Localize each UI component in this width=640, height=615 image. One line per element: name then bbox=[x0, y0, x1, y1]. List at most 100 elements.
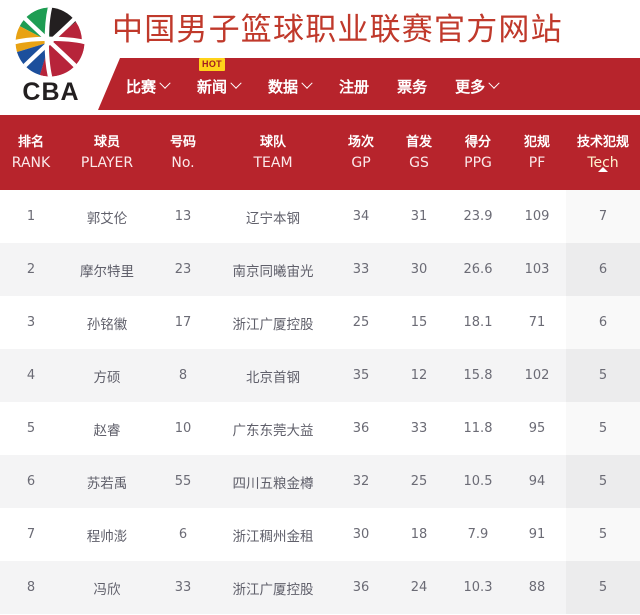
column-header-label-cn: 排名 bbox=[17, 134, 44, 150]
cell-team: 辽宁本钢 bbox=[246, 210, 300, 227]
cell-gp: 30 bbox=[352, 527, 370, 542]
column-header-number[interactable]: 号码 No. bbox=[152, 133, 214, 173]
column-header-team[interactable]: 球队 TEAM bbox=[214, 133, 332, 173]
cell-team: 浙江广厦控股 bbox=[232, 581, 314, 598]
table-row[interactable]: 4 方硕 8 北京首钢 35 12 15.8 102 5 bbox=[0, 349, 640, 402]
cell-rank: 4 bbox=[26, 368, 36, 383]
cell-gs: 33 bbox=[410, 421, 428, 436]
cell-tech: 6 bbox=[566, 243, 640, 296]
table-row[interactable]: 6 苏若禹 55 四川五粮金樽 32 25 10.5 94 5 bbox=[0, 455, 640, 508]
column-header-label-cn: 技术犯规 bbox=[576, 134, 629, 150]
cell-number: 17 bbox=[174, 315, 192, 330]
cell-rank: 8 bbox=[26, 580, 36, 595]
cell-pf: 95 bbox=[528, 421, 546, 436]
cell-gp: 34 bbox=[352, 209, 370, 224]
nav-item-matches[interactable]: 比赛 bbox=[126, 72, 171, 97]
column-header-label-cn: 得分 bbox=[464, 134, 491, 150]
cell-number: 10 bbox=[174, 421, 192, 436]
cell-player: 苏若禹 bbox=[86, 475, 128, 492]
nav-item-register[interactable]: 注册 bbox=[339, 72, 369, 97]
cell-gs: 25 bbox=[410, 474, 428, 489]
cell-team: 浙江广厦控股 bbox=[232, 316, 314, 333]
cell-gp: 36 bbox=[352, 580, 370, 595]
cell-tech: 5 bbox=[566, 561, 640, 614]
column-header-label-en: GS bbox=[409, 154, 429, 171]
main-navigation: 比赛 HOT 新闻 数据 注册 票务 更多 bbox=[98, 58, 640, 110]
nav-item-more[interactable]: 更多 bbox=[455, 72, 500, 97]
cell-gp: 36 bbox=[352, 421, 370, 436]
column-header-player[interactable]: 球员 PLAYER bbox=[62, 133, 152, 173]
column-header-label-en: PPG bbox=[464, 154, 492, 171]
column-header-label-en: Tech bbox=[587, 154, 619, 171]
nav-item-label: 更多 bbox=[455, 77, 486, 96]
nav-item-label: 票务 bbox=[397, 77, 428, 96]
cell-ppg: 7.9 bbox=[467, 527, 489, 542]
cell-ppg: 23.9 bbox=[463, 209, 493, 224]
cell-team: 北京首钢 bbox=[246, 369, 300, 386]
table-body: 1 郭艾伦 13 辽宁本钢 34 31 23.9 109 7 2 摩尔特里 23… bbox=[0, 190, 640, 614]
cell-number: 8 bbox=[178, 368, 188, 383]
column-header-label-en: PLAYER bbox=[80, 154, 134, 171]
column-header-gp[interactable]: 场次 GP bbox=[332, 133, 390, 173]
hot-badge: HOT bbox=[199, 58, 225, 71]
cell-pf: 88 bbox=[528, 580, 546, 595]
column-header-ppg[interactable]: 得分 PPG bbox=[448, 133, 508, 173]
cba-basketball-logo-icon bbox=[15, 7, 85, 77]
column-header-label-en: GP bbox=[351, 154, 371, 171]
column-header-label-cn: 首发 bbox=[405, 134, 432, 150]
cell-gs: 18 bbox=[410, 527, 428, 542]
column-header-label-en: TEAM bbox=[253, 154, 293, 171]
cell-tech: 5 bbox=[566, 402, 640, 455]
chevron-down-icon bbox=[230, 77, 242, 89]
cell-gs: 15 bbox=[410, 315, 428, 330]
cell-ppg: 26.6 bbox=[463, 262, 493, 277]
cell-number: 6 bbox=[178, 527, 188, 542]
column-header-tech[interactable]: 技术犯规 Tech bbox=[566, 133, 640, 173]
cba-logo[interactable]: CBA bbox=[6, 4, 92, 110]
nav-item-stats[interactable]: 数据 bbox=[268, 72, 313, 97]
chevron-down-icon bbox=[301, 77, 313, 89]
cell-tech: 5 bbox=[566, 508, 640, 561]
cell-tech: 5 bbox=[566, 455, 640, 508]
cell-rank: 2 bbox=[26, 262, 36, 277]
table-row[interactable]: 7 程帅澎 6 浙江稠州金租 30 18 7.9 91 5 bbox=[0, 508, 640, 561]
cell-number: 55 bbox=[174, 474, 192, 489]
table-row[interactable]: 3 孙铭徽 17 浙江广厦控股 25 15 18.1 71 6 bbox=[0, 296, 640, 349]
cell-tech: 5 bbox=[566, 349, 640, 402]
cell-pf: 71 bbox=[528, 315, 546, 330]
cell-ppg: 10.3 bbox=[463, 580, 493, 595]
column-header-label-cn: 犯规 bbox=[523, 134, 550, 150]
cell-gs: 30 bbox=[410, 262, 428, 277]
cell-tech: 7 bbox=[566, 190, 640, 243]
cell-rank: 3 bbox=[26, 315, 36, 330]
nav-item-news[interactable]: HOT 新闻 bbox=[197, 58, 242, 97]
cell-team: 浙江稠州金租 bbox=[232, 528, 314, 545]
column-header-gs[interactable]: 首发 GS bbox=[390, 133, 448, 173]
cell-gp: 32 bbox=[352, 474, 370, 489]
nav-item-label: 注册 bbox=[339, 77, 370, 96]
table-row[interactable]: 8 冯欣 33 浙江广厦控股 36 24 10.3 88 5 bbox=[0, 561, 640, 614]
cell-gp: 33 bbox=[352, 262, 370, 277]
cell-number: 33 bbox=[174, 580, 192, 595]
nav-item-tickets[interactable]: 票务 bbox=[397, 72, 427, 97]
table-row[interactable]: 2 摩尔特里 23 南京同曦宙光 33 30 26.6 103 6 bbox=[0, 243, 640, 296]
player-stats-table: 排名 RANK 球员 PLAYER 号码 No. 球队 TEAM 场次 GP 首… bbox=[0, 115, 640, 614]
table-row[interactable]: 1 郭艾伦 13 辽宁本钢 34 31 23.9 109 7 bbox=[0, 190, 640, 243]
cell-gp: 25 bbox=[352, 315, 370, 330]
cell-pf: 94 bbox=[528, 474, 546, 489]
column-header-pf[interactable]: 犯规 PF bbox=[508, 133, 566, 173]
cell-player: 摩尔特里 bbox=[80, 263, 134, 280]
cell-pf: 109 bbox=[524, 209, 550, 224]
cell-player: 程帅澎 bbox=[86, 528, 128, 545]
table-row[interactable]: 5 赵睿 10 广东东莞大益 36 33 11.8 95 5 bbox=[0, 402, 640, 455]
column-header-rank[interactable]: 排名 RANK bbox=[0, 133, 62, 173]
cell-player: 方硕 bbox=[93, 369, 121, 386]
cell-rank: 7 bbox=[26, 527, 36, 542]
cell-rank: 6 bbox=[26, 474, 36, 489]
cell-gs: 24 bbox=[410, 580, 428, 595]
cell-pf: 103 bbox=[524, 262, 550, 277]
cell-ppg: 15.8 bbox=[463, 368, 493, 383]
cell-player: 赵睿 bbox=[93, 422, 121, 439]
cell-ppg: 10.5 bbox=[463, 474, 493, 489]
nav-item-label: 数据 bbox=[268, 77, 299, 96]
